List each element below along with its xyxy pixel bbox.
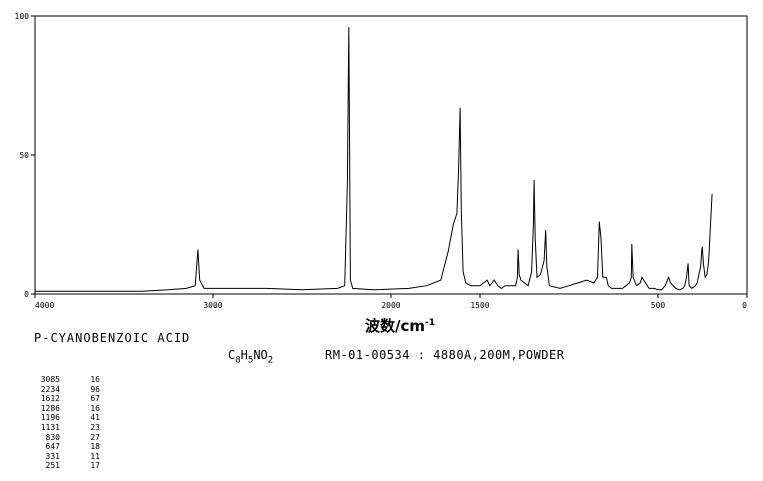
peak-intensity: 18 bbox=[90, 442, 100, 452]
molecular-formula: C8H5NO2 bbox=[228, 348, 273, 365]
peak-wavenumber: 3085 bbox=[40, 375, 60, 384]
peak-intensity: 41 bbox=[90, 413, 100, 423]
sample-metadata: RM-01-00534 : 4880A,200M,POWDER bbox=[325, 348, 565, 362]
formula-c-count: 8 bbox=[235, 355, 241, 366]
axis-ticks: 4000 3000 2000 1500 500 0 0 50 100 bbox=[15, 12, 748, 310]
peak-row: 2234 96 bbox=[34, 385, 100, 395]
peak-wavenumber: 331 bbox=[45, 451, 60, 461]
peak-table: 3085 16 2234 96 1612 67 1286 16 1196 41 1131 23 830 2… bbox=[34, 375, 100, 471]
formula-h: H bbox=[240, 348, 248, 362]
x-tick-label: 4000 bbox=[35, 301, 54, 310]
formula-h-count: 5 bbox=[247, 355, 254, 366]
peak-row: 251 17 bbox=[34, 461, 100, 471]
peak-row: 1196 41 bbox=[34, 413, 100, 423]
peak-wavenumber: 1131 bbox=[40, 422, 60, 432]
compound-name: P-CYANOBENZOIC ACID bbox=[34, 331, 191, 345]
peak-intensity: 96 bbox=[90, 384, 100, 394]
peak-row: 830 27 bbox=[34, 433, 100, 443]
spectrum-line bbox=[35, 27, 713, 292]
x-tick-label: 3000 bbox=[203, 301, 222, 310]
peak-row: 331 11 bbox=[34, 452, 100, 462]
peak-row: 1612 67 bbox=[34, 394, 100, 404]
peak-wavenumber: 2234 bbox=[40, 384, 60, 394]
peak-intensity: 16 bbox=[90, 403, 100, 413]
peak-row: 3085 16 bbox=[34, 375, 100, 385]
peak-intensity: 23 bbox=[90, 422, 100, 432]
peak-intensity: 16 bbox=[90, 375, 100, 384]
peak-intensity: 17 bbox=[90, 461, 100, 471]
peak-wavenumber: 251 bbox=[45, 461, 60, 471]
formula-no: NO bbox=[253, 348, 268, 362]
peak-intensity: 11 bbox=[90, 451, 100, 461]
ir-spectrum-chart: 4000 3000 2000 1500 500 0 0 50 100 波数/cm-1 bbox=[15, 12, 748, 335]
y-tick-label: 0 bbox=[24, 290, 29, 299]
x-axis-label-main: 波数/cm bbox=[365, 317, 425, 335]
formula-c: C bbox=[228, 348, 236, 362]
y-tick-label: 100 bbox=[15, 12, 30, 21]
x-tick-label: 500 bbox=[651, 301, 666, 310]
peak-row: 1131 23 bbox=[34, 423, 100, 433]
peak-wavenumber: 647 bbox=[45, 442, 60, 452]
plot-frame bbox=[34, 15, 748, 295]
x-tick-label: 2000 bbox=[381, 301, 400, 310]
x-tick-label: 0 bbox=[742, 301, 747, 310]
peak-row: 1286 16 bbox=[34, 404, 100, 414]
peak-wavenumber: 1286 bbox=[40, 403, 60, 413]
formula-o-count: 2 bbox=[267, 355, 274, 366]
peak-wavenumber: 830 bbox=[45, 432, 60, 442]
peak-intensity: 27 bbox=[90, 432, 100, 442]
peak-row: 647 18 bbox=[34, 442, 100, 452]
x-axis-label-sup: -1 bbox=[425, 318, 435, 328]
y-tick-label: 50 bbox=[19, 151, 29, 160]
x-tick-label: 1500 bbox=[470, 301, 489, 310]
peak-wavenumber: 1612 bbox=[40, 394, 60, 404]
x-axis-label: 波数/cm-1 bbox=[365, 317, 435, 335]
peak-intensity: 67 bbox=[90, 394, 100, 404]
peak-wavenumber: 1196 bbox=[40, 413, 60, 423]
